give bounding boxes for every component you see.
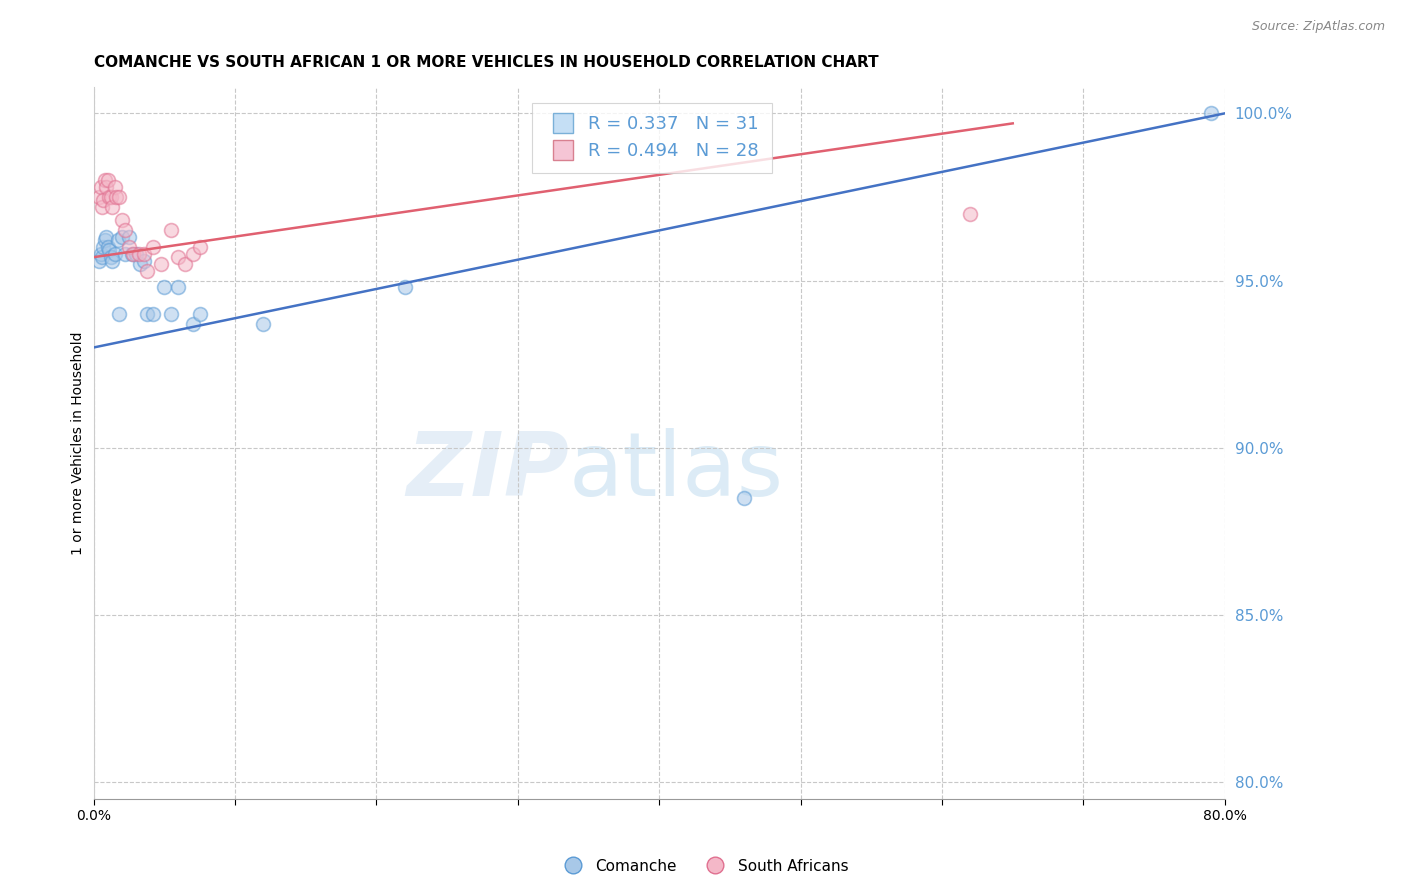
- Point: [96, 230, 118, 244]
- Point: [96, 180, 118, 194]
- Point: [118, 240, 141, 254]
- Point: [125, 247, 148, 261]
- Point: [136, 263, 159, 277]
- Point: [104, 247, 127, 261]
- Point: [167, 250, 190, 264]
- Point: [111, 230, 134, 244]
- Point: [188, 307, 211, 321]
- Point: [733, 491, 755, 505]
- Point: [128, 247, 150, 261]
- Point: [111, 213, 134, 227]
- Point: [94, 234, 117, 248]
- Point: [100, 250, 122, 264]
- Point: [181, 247, 204, 261]
- Point: [90, 180, 112, 194]
- Point: [136, 307, 159, 321]
- Point: [91, 250, 114, 264]
- Point: [142, 307, 165, 321]
- Point: [105, 190, 128, 204]
- Point: [181, 317, 204, 331]
- Point: [121, 247, 143, 261]
- Point: [1199, 106, 1222, 120]
- Y-axis label: 1 or more Vehicles in Household: 1 or more Vehicles in Household: [72, 331, 86, 555]
- Point: [108, 307, 131, 321]
- Point: [89, 190, 111, 204]
- Text: atlas: atlas: [568, 428, 783, 515]
- Point: [101, 200, 124, 214]
- Point: [114, 247, 136, 261]
- Point: [150, 257, 173, 271]
- Point: [94, 173, 117, 187]
- Point: [129, 257, 152, 271]
- Point: [252, 317, 274, 331]
- Point: [134, 247, 156, 261]
- Point: [114, 223, 136, 237]
- Point: [118, 230, 141, 244]
- Point: [160, 223, 183, 237]
- Point: [167, 280, 190, 294]
- Point: [142, 240, 165, 254]
- Legend: Comanche, South Africans: Comanche, South Africans: [551, 853, 855, 880]
- Point: [101, 253, 124, 268]
- Point: [97, 173, 120, 187]
- Point: [188, 240, 211, 254]
- Point: [97, 240, 120, 254]
- Point: [174, 257, 197, 271]
- Point: [90, 247, 112, 261]
- Point: [93, 240, 115, 254]
- Point: [93, 194, 115, 208]
- Point: [108, 190, 131, 204]
- Point: [122, 247, 145, 261]
- Point: [394, 280, 416, 294]
- Point: [89, 253, 111, 268]
- Point: [104, 180, 127, 194]
- Point: [100, 190, 122, 204]
- Text: Source: ZipAtlas.com: Source: ZipAtlas.com: [1251, 20, 1385, 33]
- Point: [91, 200, 114, 214]
- Point: [153, 280, 176, 294]
- Point: [98, 190, 121, 204]
- Point: [98, 244, 121, 258]
- Text: COMANCHE VS SOUTH AFRICAN 1 OR MORE VEHICLES IN HOUSEHOLD CORRELATION CHART: COMANCHE VS SOUTH AFRICAN 1 OR MORE VEHI…: [94, 55, 879, 70]
- Point: [134, 253, 156, 268]
- Point: [160, 307, 183, 321]
- Point: [959, 207, 981, 221]
- Legend: R = 0.337   N = 31, R = 0.494   N = 28: R = 0.337 N = 31, R = 0.494 N = 28: [533, 103, 772, 173]
- Text: ZIP: ZIP: [406, 428, 568, 515]
- Point: [107, 234, 129, 248]
